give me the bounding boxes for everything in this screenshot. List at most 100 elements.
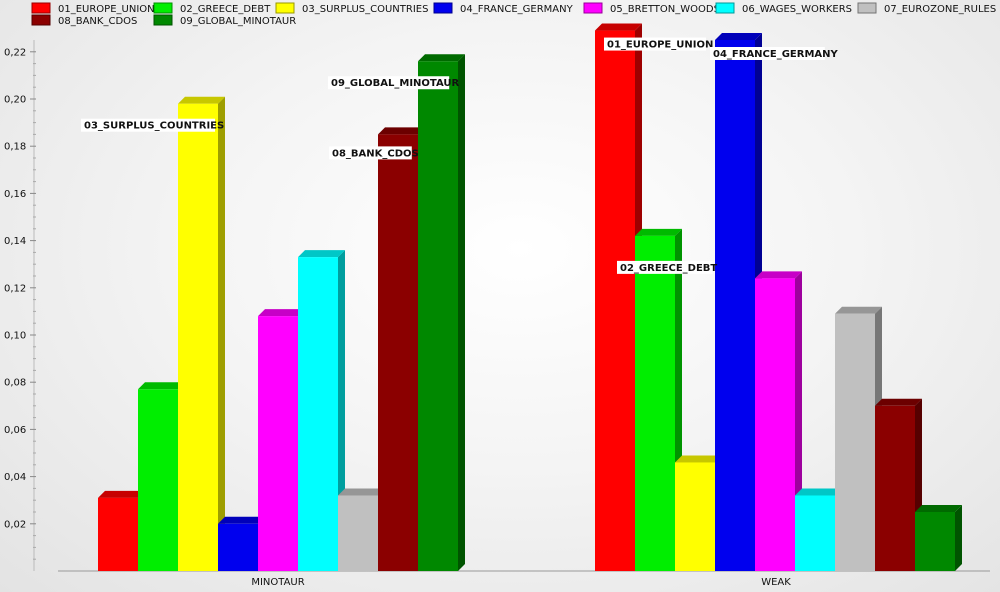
- bar-top: [138, 382, 185, 390]
- legend-item[interactable]: 08_BANK_CDOS: [31, 14, 137, 27]
- legend-swatch: [583, 2, 603, 14]
- bar-04_france_germany-minotaur[interactable]: [218, 516, 265, 571]
- bar-front: [418, 61, 458, 572]
- legend-swatch: [153, 14, 173, 26]
- annotation-label: 02_GREECE_DEBT: [617, 260, 717, 274]
- legend-label: 04_FRANCE_GERMANY: [460, 4, 574, 15]
- bar-side: [458, 54, 465, 572]
- legend-swatch: [433, 2, 453, 14]
- bar-front: [178, 103, 218, 571]
- legend-label: 02_GREECE_DEBT: [180, 4, 271, 15]
- bar-top: [298, 250, 345, 258]
- annotation-box: [81, 118, 215, 132]
- bar-top: [875, 398, 922, 406]
- legend-item[interactable]: 03_SURPLUS_COUNTRIES: [275, 2, 428, 15]
- annotation-label: 09_GLOBAL_MINOTAUR: [328, 76, 460, 90]
- legend-label: 09_GLOBAL_MINOTAUR: [180, 16, 296, 27]
- annotation-label: 08_BANK_CDOS: [329, 146, 419, 160]
- bar-02_greece_debt-minotaur[interactable]: [138, 382, 185, 571]
- bar-front: [138, 389, 178, 571]
- legend-item[interactable]: 04_FRANCE_GERMANY: [433, 2, 574, 15]
- legend-label: 03_SURPLUS_COUNTRIES: [302, 4, 428, 15]
- bar-01_europe_union-weak[interactable]: [595, 23, 642, 572]
- y-tick-label: 0,18: [4, 142, 26, 153]
- legend-swatch: [31, 14, 51, 26]
- legend-label: 05_BRETTON_WOODS: [610, 4, 720, 15]
- annotation-text: 09_GLOBAL_MINOTAUR: [331, 78, 460, 89]
- bar-03_surplus_countries-weak[interactable]: [675, 455, 722, 571]
- y-tick-label: 0,12: [4, 283, 26, 294]
- bar-top: [675, 455, 722, 463]
- bar-09_global_minotaur-minotaur[interactable]: [418, 54, 465, 572]
- annotation-box: [329, 146, 412, 160]
- bar-top: [338, 488, 385, 496]
- y-tick-label: 0,20: [4, 95, 26, 106]
- annotations: 03_SURPLUS_COUNTRIES 09_GLOBAL_MINOTAUR 08…: [81, 37, 839, 274]
- bar-05_bretton_woods-minotaur[interactable]: [258, 309, 305, 571]
- bar-front: [715, 40, 755, 571]
- bar-05_bretton_woods-weak[interactable]: [755, 271, 802, 571]
- annotation-label: 01_EUROPE_UNION: [604, 37, 713, 51]
- bar-06_wages_workers-minotaur[interactable]: [298, 250, 345, 571]
- y-tick-label: 0,04: [4, 472, 26, 483]
- bar-08_bank_cdos-weak[interactable]: [875, 398, 922, 571]
- annotation-text: 01_EUROPE_UNION: [607, 40, 713, 51]
- legend-item[interactable]: 07_EUROZONE_RULES: [857, 2, 996, 15]
- bar-02_greece_debt-weak[interactable]: [635, 228, 682, 571]
- bar-front: [675, 462, 715, 571]
- annotation-label: 04_FRANCE_GERMANY: [710, 47, 839, 60]
- bar-top: [755, 271, 802, 279]
- bar-01_europe_union-minotaur[interactable]: [98, 490, 145, 571]
- y-tick-label: 0,16: [4, 189, 26, 200]
- bar-front: [915, 512, 955, 571]
- bar-top: [178, 96, 225, 104]
- bar-03_surplus_countries-minotaur[interactable]: [178, 96, 225, 571]
- annotation-box: [617, 260, 713, 274]
- bar-07_eurozone_rules-minotaur[interactable]: [338, 488, 385, 571]
- legend-item[interactable]: 02_GREECE_DEBT: [153, 2, 271, 15]
- y-tick-label: 0,06: [4, 425, 26, 436]
- x-category-label: WEAK: [761, 577, 791, 588]
- bar-front: [338, 495, 378, 571]
- annotation-label: 03_SURPLUS_COUNTRIES: [81, 118, 224, 132]
- bar-side: [218, 96, 225, 571]
- bar-front: [635, 235, 675, 571]
- bar-front: [875, 405, 915, 571]
- legend-item[interactable]: 09_GLOBAL_MINOTAUR: [153, 14, 296, 27]
- bar-front: [298, 257, 338, 571]
- bar-top: [595, 23, 642, 31]
- annotation-text: 04_FRANCE_GERMANY: [713, 49, 839, 60]
- bars: [98, 23, 962, 572]
- legend-label: 08_BANK_CDOS: [58, 16, 137, 27]
- x-category-label: MINOTAUR: [251, 577, 304, 588]
- y-tick-label: 0,14: [4, 236, 26, 247]
- legend-item[interactable]: 06_WAGES_WORKERS: [715, 2, 852, 15]
- bar-top: [218, 516, 265, 524]
- bar-front: [98, 497, 138, 571]
- legend-item[interactable]: 01_EUROPE_UNION: [31, 2, 155, 15]
- bar-top: [258, 309, 305, 317]
- bar-side: [955, 505, 962, 571]
- legend-label: 01_EUROPE_UNION: [58, 4, 155, 15]
- y-tick-label: 0,02: [4, 519, 26, 530]
- bar-top: [378, 127, 425, 135]
- bar-08_bank_cdos-minotaur[interactable]: [378, 127, 425, 572]
- bar-06_wages_workers-weak[interactable]: [795, 488, 842, 571]
- bar-top: [98, 490, 145, 498]
- bar-07_eurozone_rules-weak[interactable]: [835, 306, 882, 571]
- bar-09_global_minotaur-weak[interactable]: [915, 505, 962, 571]
- y-tick-label: 0,10: [4, 331, 26, 342]
- legend-item[interactable]: 05_BRETTON_WOODS: [583, 2, 720, 15]
- legend-swatch: [31, 2, 51, 14]
- legend-label: 07_EUROZONE_RULES: [884, 4, 996, 15]
- bar-top: [915, 505, 962, 512]
- bar-front: [795, 495, 835, 571]
- legend-swatch: [857, 2, 877, 14]
- annotation-box: [328, 76, 450, 90]
- bar-top: [715, 33, 762, 40]
- annotation-text: 02_GREECE_DEBT: [620, 263, 717, 274]
- y-tick-label: 0,08: [4, 378, 26, 389]
- bar-04_france_germany-weak[interactable]: [715, 33, 762, 571]
- bar-front: [258, 316, 298, 571]
